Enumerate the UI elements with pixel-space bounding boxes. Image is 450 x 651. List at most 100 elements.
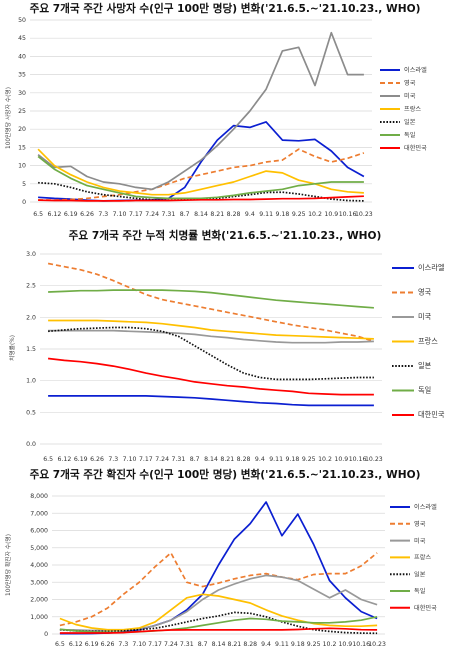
x-tick-label: 10.16 xyxy=(349,456,367,463)
y-tick-label: 0.5 xyxy=(26,409,36,416)
legend-label: 영국 xyxy=(418,288,432,297)
legend-label: 영국 xyxy=(404,79,416,87)
series-line xyxy=(37,148,364,196)
x-tick-label: 6.19 xyxy=(74,456,88,463)
x-tick-label: 7.10 xyxy=(123,456,137,463)
legend-label: 미국 xyxy=(404,92,416,100)
x-tick-label: 9.11 xyxy=(259,211,273,218)
legend-label: 일본 xyxy=(414,570,426,578)
legend-label: 이스라엘 xyxy=(418,263,445,272)
legend-label: 영국 xyxy=(414,520,426,528)
x-tick-label: 6.26 xyxy=(90,456,104,463)
x-tick-label: 7.3 xyxy=(98,211,108,218)
x-tick-label: 10.9 xyxy=(338,641,352,648)
y-axis-label: 100만명당 사망자 수(명) xyxy=(4,87,12,149)
chart-title: 주요 7개국 주간 사망자 수(인구 100만 명당) 변화('21.6.5.~… xyxy=(30,2,421,15)
x-tick-label: 6.12 xyxy=(58,456,72,463)
x-tick-label: 9.25 xyxy=(307,641,321,648)
chart-weekly-deaths: 주요 7개국 주간 사망자 수(인구 100만 명당) 변화('21.6.5.~… xyxy=(4,2,427,218)
legend-label: 독일 xyxy=(404,131,416,139)
x-tick-label: 7.10 xyxy=(113,211,127,218)
x-tick-label: 8.14 xyxy=(204,456,218,463)
legend-label: 대한민국 xyxy=(418,410,445,419)
y-tick-label: 1,000 xyxy=(30,614,48,621)
series-line xyxy=(59,593,378,631)
x-tick-label: 10.23 xyxy=(365,456,383,463)
x-tick-label: 8.14 xyxy=(212,641,226,648)
x-tick-label: 10.2 xyxy=(323,641,337,648)
x-tick-label: 8.7 xyxy=(198,641,208,648)
x-tick-label: 7.31 xyxy=(162,211,176,218)
x-tick-label: 6.12 xyxy=(69,641,83,648)
x-tick-label: 9.4 xyxy=(245,211,255,218)
x-tick-label: 9.11 xyxy=(269,456,283,463)
y-tick-label: 35 xyxy=(18,72,26,79)
series-line xyxy=(48,329,374,344)
y-tick-label: 3.0 xyxy=(26,251,36,258)
x-tick-label: 10.9 xyxy=(334,456,348,463)
y-tick-label: 3,000 xyxy=(30,579,48,586)
y-tick-label: 5 xyxy=(22,181,26,188)
series-line xyxy=(38,148,365,202)
x-tick-label: 8.21 xyxy=(220,456,234,463)
legend-label: 미국 xyxy=(414,537,426,545)
x-tick-label: 6.19 xyxy=(64,211,78,218)
y-tick-label: 6,000 xyxy=(30,528,48,535)
x-tick-label: 7.3 xyxy=(118,641,128,648)
y-tick-label: 10 xyxy=(18,163,26,170)
x-tick-label: 10.23 xyxy=(355,211,373,218)
legend-label: 일본 xyxy=(404,118,416,126)
x-tick-label: 7.24 xyxy=(164,641,178,648)
x-tick-label: 6.26 xyxy=(80,211,94,218)
x-tick-label: 8.21 xyxy=(210,211,224,218)
x-tick-label: 10.2 xyxy=(308,211,322,218)
y-tick-label: 2.0 xyxy=(26,314,36,321)
x-tick-label: 7.31 xyxy=(172,456,186,463)
legend-label: 독일 xyxy=(414,587,426,595)
series-line xyxy=(59,501,378,635)
y-tick-label: 7,000 xyxy=(30,510,48,517)
y-tick-label: 4,000 xyxy=(30,562,48,569)
x-tick-label: 9.18 xyxy=(276,211,290,218)
x-tick-label: 7.24 xyxy=(145,211,159,218)
x-tick-label: 6.5 xyxy=(43,456,53,463)
legend-label: 일본 xyxy=(418,361,432,370)
legend-label: 프랑스 xyxy=(404,106,421,113)
x-tick-label: 7.17 xyxy=(129,211,143,218)
legend-label: 대한민국 xyxy=(414,604,437,612)
x-tick-label: 10.2 xyxy=(318,456,332,463)
series-line xyxy=(38,195,364,202)
y-tick-label: 0 xyxy=(22,199,26,206)
chart-weekly-cases: 주요 7개국 주간 확진자 수(인구 100만 명당) 변화('21.6.5.~… xyxy=(4,468,437,648)
series-line xyxy=(47,262,375,343)
y-tick-label: 25 xyxy=(18,108,26,115)
x-tick-label: 9.4 xyxy=(255,456,265,463)
y-tick-label: 30 xyxy=(18,90,26,97)
x-tick-label: 10.23 xyxy=(368,641,386,648)
series-line xyxy=(48,326,374,381)
x-tick-label: 8.28 xyxy=(237,456,251,463)
x-tick-label: 7.10 xyxy=(132,641,146,648)
x-tick-label: 6.26 xyxy=(101,641,115,648)
chart-title: 주요 7개국 주간 누적 치명률 변화('21.6.5.~'21.10.23.,… xyxy=(69,229,382,242)
y-tick-label: 2,000 xyxy=(30,597,48,604)
x-tick-label: 6.12 xyxy=(48,211,62,218)
legend-label: 미국 xyxy=(418,312,432,321)
x-tick-label: 8.28 xyxy=(227,211,241,218)
y-axis-label: 100만명당 확진자 수(명) xyxy=(4,534,12,596)
x-tick-label: 9.18 xyxy=(286,456,300,463)
x-tick-label: 6.5 xyxy=(55,641,65,648)
x-tick-label: 7.24 xyxy=(155,456,169,463)
legend-label: 독일 xyxy=(418,386,431,395)
y-tick-label: 20 xyxy=(18,126,26,133)
y-tick-label: 5,000 xyxy=(30,545,48,552)
y-tick-label: 50 xyxy=(18,17,26,24)
x-tick-label: 8.7 xyxy=(190,456,200,463)
x-tick-label: 9.11 xyxy=(275,641,289,648)
chart-cumulative-fatality: 주요 7개국 주간 누적 치명률 변화('21.6.5.~'21.10.23.,… xyxy=(8,229,445,463)
x-tick-label: 7.17 xyxy=(148,641,162,648)
y-tick-label: 40 xyxy=(18,53,26,60)
x-tick-label: 8.7 xyxy=(180,211,190,218)
series-line xyxy=(48,395,374,407)
